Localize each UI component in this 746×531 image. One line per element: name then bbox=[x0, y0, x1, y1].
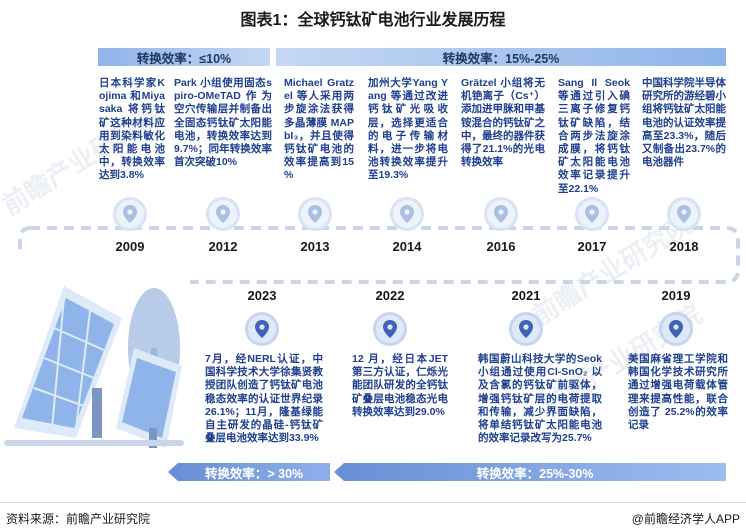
efficiency-band-top-1: 转换效率：≤10% bbox=[98, 48, 270, 66]
chart-title: 图表1：全球钙钛矿电池行业发展历程 bbox=[240, 12, 506, 29]
year-label: 2013 bbox=[300, 239, 330, 254]
location-pin-icon bbox=[390, 197, 424, 231]
efficiency-band-top-2: 转换效率：15%-25% bbox=[276, 48, 726, 66]
event-description-2021: 韩国蔚山科技大学的Seok 小组通过使用Cl-SnO₂ 以及含氯的钙钛矿前驱体，… bbox=[478, 353, 602, 445]
solar-panel-illustration bbox=[4, 286, 184, 448]
location-pin-icon bbox=[373, 312, 407, 346]
brand-credit: @前瞻经济学人APP bbox=[632, 510, 740, 527]
year-label: 2022 bbox=[375, 288, 405, 303]
location-pin-icon bbox=[509, 312, 543, 346]
year-label: 2021 bbox=[511, 288, 541, 303]
location-pin-icon bbox=[298, 197, 332, 231]
year-label: 2018 bbox=[669, 239, 699, 254]
location-pin-icon bbox=[245, 312, 279, 346]
event-description-2019: 美国麻省理工学院和韩国化学技术研究所通过增强电荷载体管理来提高性能，联合创造了 … bbox=[628, 353, 728, 432]
efficiency-band-bottom-2: 转换效率：25%-30% bbox=[334, 463, 726, 481]
location-pin-icon bbox=[113, 197, 147, 231]
year-label: 2019 bbox=[661, 288, 691, 303]
location-pin-icon bbox=[206, 197, 240, 231]
event-description-2013: Michael Gratzel 等人采用两步旋涂法获得多晶薄膜 MAPbI₃，并… bbox=[284, 77, 354, 182]
event-description-2009: 日本科学家Kojima 和Miyasaka 将钙钛矿这种材料应用到染料敏化太阳能… bbox=[99, 77, 165, 182]
year-label: 2017 bbox=[577, 239, 607, 254]
year-label: 2014 bbox=[392, 239, 422, 254]
event-description-2017: Sang Il Seok 等通过引入碘三离子修复钙钛矿缺陷，结合两步法旋涂成膜，… bbox=[558, 77, 630, 195]
location-pin-icon bbox=[484, 197, 518, 231]
event-description-2022: 12 月，经日本JET 第三方认证，仁烁光能团队研发的全钙钛矿叠层电池稳态光电转… bbox=[352, 353, 448, 418]
location-pin-icon bbox=[659, 312, 693, 346]
year-label: 2023 bbox=[247, 288, 277, 303]
location-pin-icon bbox=[575, 197, 609, 231]
source-note: 资料来源：前瞻产业研究院 bbox=[6, 512, 151, 526]
event-description-2018: 中国科学院半导体研究所的游经碧小组将钙钛矿太阳能电池的认证效率提高至23.3%，… bbox=[642, 77, 726, 169]
event-description-2016: Grätzel 小组将无机铯离子（Cs⁺）添加进甲脒和甲基铵混合的钙钛矿之中，最… bbox=[461, 77, 545, 169]
year-label: 2012 bbox=[208, 239, 238, 254]
location-pin-icon bbox=[667, 197, 701, 231]
efficiency-band-bottom-1: 转换效率：> 30% bbox=[168, 463, 330, 481]
footer: 资料来源：前瞻产业研究院 @前瞻经济学人APP bbox=[0, 502, 746, 531]
year-label: 2009 bbox=[115, 239, 145, 254]
year-label: 2016 bbox=[486, 239, 516, 254]
event-description-2014: 加州大学Yang Yang 等通过改进钙钛矿光吸收层，选择更适合的电子传输材料，… bbox=[368, 77, 448, 182]
event-description-2012: Park 小组使用固态spiro-OMeTAD作为空穴传输层并制备出全固态钙钛矿… bbox=[174, 77, 272, 169]
event-description-2023: 7月，经NERL认证，中国科学技术大学徐集贤教授团队创造了钙钛矿电池稳态效率的认… bbox=[205, 353, 323, 445]
brand-text: @前瞻经济学人APP bbox=[631, 512, 740, 526]
